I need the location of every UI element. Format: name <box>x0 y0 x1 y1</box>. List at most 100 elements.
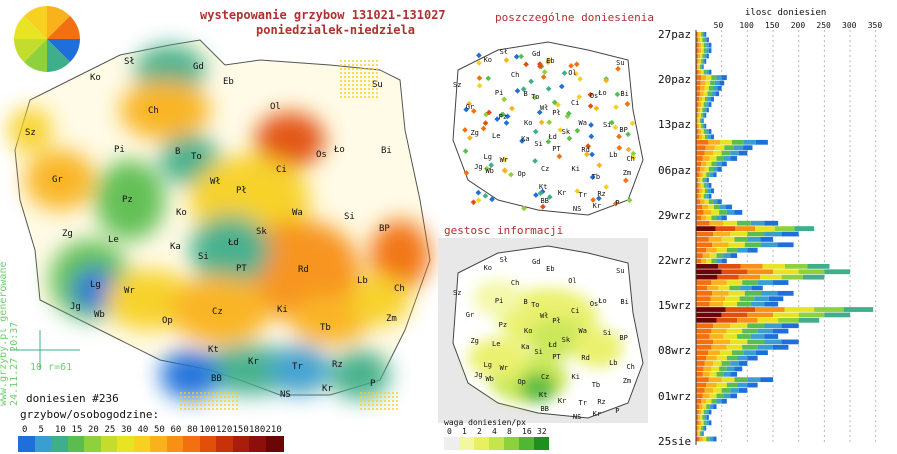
mini-city-label: Gd <box>532 50 541 59</box>
bar-segment <box>713 199 718 205</box>
mini-city-label: Pz <box>498 112 508 121</box>
radius-label: 10 r=61 <box>30 362 73 373</box>
bar-segment <box>773 280 789 285</box>
report-marker <box>585 143 591 149</box>
bar-segment <box>709 371 717 377</box>
bar-segment <box>701 102 704 107</box>
bar-segment <box>704 134 708 140</box>
bar-segment <box>706 129 709 134</box>
bar-segment <box>747 237 761 242</box>
bar-segment <box>843 307 874 312</box>
bar-segment <box>781 231 799 237</box>
report-marker <box>503 120 510 126</box>
city-label: Kr <box>322 384 333 394</box>
city-label: Lg <box>90 280 101 290</box>
intensity-tick: 150 <box>232 425 249 435</box>
reports-count: doniesien #236 <box>26 392 119 405</box>
bar-segment <box>707 350 720 356</box>
bar-segment <box>730 231 748 237</box>
date-label: 01wrz <box>658 389 692 403</box>
mini-city-label: Ko <box>483 55 493 64</box>
mini-city-label: Łd <box>548 133 557 142</box>
bar-segment <box>714 145 725 151</box>
bar-segment <box>702 32 705 37</box>
report-marker <box>537 190 544 197</box>
mini-city-label: BB <box>540 196 549 205</box>
bar-segment <box>700 415 703 420</box>
city-label: Le <box>108 235 119 245</box>
bar-segment <box>697 32 700 37</box>
bar-segment <box>707 285 719 291</box>
bar-segment <box>708 420 712 426</box>
mini-city-label: Wr <box>499 155 509 164</box>
bar-segment <box>708 48 712 53</box>
city-label: Tb <box>320 323 331 333</box>
bar-segment <box>710 134 714 140</box>
bar-segment <box>747 269 774 275</box>
report-marker <box>546 119 553 126</box>
bar-segment <box>696 188 699 194</box>
bar-segment <box>700 107 703 113</box>
report-marker <box>504 113 511 120</box>
mini-city-label: Ch <box>626 154 635 163</box>
mini-city-label: Si <box>534 347 543 356</box>
mini-city-label: Os <box>589 91 599 100</box>
bar-segment <box>703 183 707 188</box>
bar-segment <box>709 404 714 410</box>
bar-segment <box>708 85 714 91</box>
city-label: Rz <box>332 360 343 370</box>
report-marker <box>615 65 621 72</box>
bar-segment <box>777 242 794 248</box>
bar-segment <box>713 361 722 366</box>
bar-segment <box>724 145 734 151</box>
bar-segment <box>764 231 782 237</box>
intensity-swatch <box>117 436 135 452</box>
bar-segment <box>702 425 705 431</box>
bar-segment <box>708 377 722 383</box>
weight-legend-label: waga doniesien/px <box>444 418 526 427</box>
bar-segment <box>696 415 699 420</box>
mini-city-label: Lb <box>609 358 618 367</box>
bar-segment <box>697 123 700 129</box>
bar-segment <box>701 123 703 129</box>
bar-segment <box>696 166 701 172</box>
mini-city-label: Kr <box>592 409 602 418</box>
bar-segment <box>696 32 698 37</box>
bar-segment <box>703 409 707 415</box>
mini-city-label: Rz <box>597 190 606 199</box>
date-label: 22wrz <box>658 254 692 267</box>
main-heatmap <box>8 39 431 410</box>
bar-segment <box>719 80 725 86</box>
city-label: Wa <box>292 208 303 218</box>
bar-segment <box>702 172 707 178</box>
bar-segment <box>701 258 707 264</box>
mini-city-label: Eb <box>546 57 555 66</box>
bar-segment <box>794 226 815 232</box>
bar-segment <box>713 150 722 156</box>
mini-city-label: Op <box>517 169 526 178</box>
bar-segment <box>706 258 712 264</box>
bar-segment <box>747 312 774 318</box>
bar-segment <box>721 388 731 393</box>
bar-segment <box>711 161 717 167</box>
mini-city-label: Ci <box>571 98 580 107</box>
bar-segment <box>703 69 707 75</box>
bar-segment <box>760 377 774 383</box>
bar-segment <box>716 161 722 167</box>
bar-segment <box>721 312 748 318</box>
bar-segment <box>716 253 724 258</box>
bar-segment <box>706 42 709 48</box>
bar-segment <box>696 420 699 426</box>
weight-tick: 16 <box>522 427 532 436</box>
bar-segment <box>773 312 799 318</box>
chart-title: ilosc doniesien <box>745 8 827 18</box>
city-label: Jg <box>70 302 81 312</box>
bar-segment <box>696 226 716 232</box>
bar-segment <box>755 350 768 356</box>
bar-segment <box>696 366 704 372</box>
report-marker <box>551 99 558 106</box>
mini-city-label: Pł <box>552 108 561 117</box>
city-label: Ch <box>394 284 405 294</box>
bar-segment <box>743 350 756 356</box>
mini-city-label: Rd <box>581 353 590 362</box>
